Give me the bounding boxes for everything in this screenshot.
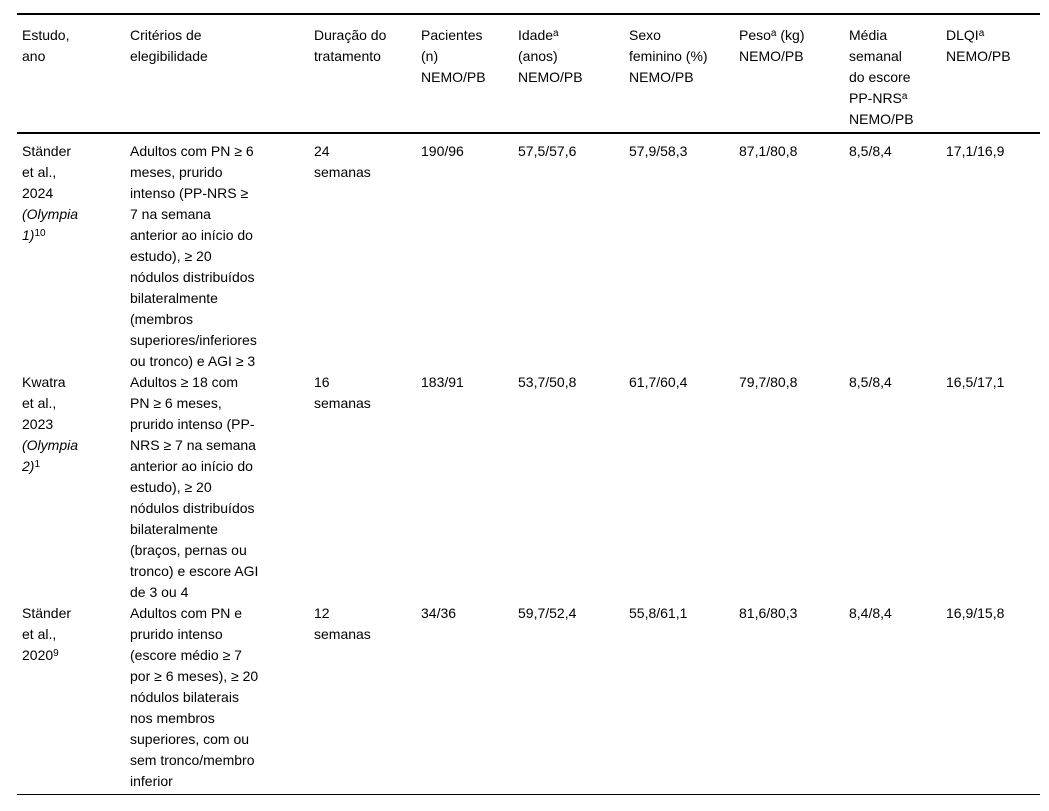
cell-criteria: Adultos ≥ 18 com PN ≥ 6 meses, prurido i… bbox=[130, 374, 259, 600]
cell-age: 59,7/52,4 bbox=[518, 605, 577, 621]
col-header-peso-kg: Pesoa (kg) NEMO/PB bbox=[739, 14, 849, 134]
cell-criteria: Adultos com PN e prurido intenso (escore… bbox=[130, 605, 259, 789]
cell-study: Kwatra et al., 2023 (Olympia 2)1 bbox=[22, 374, 79, 474]
cell-duration: 24 semanas bbox=[314, 143, 371, 180]
header-row: Estudo, ano Critérios de elegibilidade D… bbox=[17, 14, 1040, 134]
col-header-idade-anos: Idadea (anos) NEMO/PB bbox=[518, 14, 629, 134]
cell-duration: 12 semanas bbox=[314, 605, 371, 642]
cell-ppnrs-score: 8,4/8,4 bbox=[849, 605, 892, 621]
table-row: Kwatra et al., 2023 (Olympia 2)1 Adultos… bbox=[17, 372, 1040, 603]
cell-weight: 81,6/80,3 bbox=[739, 605, 798, 621]
col-header-estudo-ano: Estudo, ano bbox=[17, 14, 130, 134]
col-header-media-pp-nrs: Média semanal do escore PP-NRSa NEMO/PB bbox=[849, 14, 946, 134]
cell-patients: 190/96 bbox=[421, 143, 464, 159]
cell-female-pct: 55,8/61,1 bbox=[629, 605, 688, 621]
cell-age: 57,5/57,6 bbox=[518, 143, 577, 159]
col-header-criterios-elegibilidade: Critérios de elegibilidade bbox=[130, 14, 314, 134]
cell-criteria: Adultos com PN ≥ 6 meses, prurido intens… bbox=[130, 143, 257, 369]
cell-weight: 87,1/80,8 bbox=[739, 143, 798, 159]
studies-comparison-table: Estudo, ano Critérios de elegibilidade D… bbox=[17, 13, 1040, 795]
col-header-sexo-feminino: Sexo feminino (%) NEMO/PB bbox=[629, 14, 739, 134]
cell-study: Ständer et al., 2024 (Olympia 1)10 bbox=[22, 143, 79, 243]
cell-female-pct: 61,7/60,4 bbox=[629, 374, 688, 390]
cell-female-pct: 57,9/58,3 bbox=[629, 143, 688, 159]
col-header-dlqi: DLQIa NEMO/PB bbox=[946, 14, 1040, 134]
cell-weight: 79,7/80,8 bbox=[739, 374, 798, 390]
col-header-pacientes-n: Pacientes (n) NEMO/PB bbox=[421, 14, 518, 134]
cell-age: 53,7/50,8 bbox=[518, 374, 577, 390]
table-row: Ständer et al., 2024 (Olympia 1)10 Adult… bbox=[17, 133, 1040, 372]
cell-ppnrs-score: 8,5/8,4 bbox=[849, 143, 892, 159]
cell-ppnrs-score: 8,5/8,4 bbox=[849, 374, 892, 390]
table-row: Ständer et al., 20209 Adultos com PN e p… bbox=[17, 603, 1040, 795]
cell-patients: 183/91 bbox=[421, 374, 464, 390]
cell-study: Ständer et al., 20209 bbox=[22, 605, 72, 663]
cell-dlqi: 16,5/17,1 bbox=[946, 374, 1005, 390]
cell-duration: 16 semanas bbox=[314, 374, 371, 411]
cell-dlqi: 17,1/16,9 bbox=[946, 143, 1005, 159]
cell-dlqi: 16,9/15,8 bbox=[946, 605, 1005, 621]
col-header-duracao-tratamento: Duração do tratamento bbox=[314, 14, 421, 134]
cell-patients: 34/36 bbox=[421, 605, 457, 621]
